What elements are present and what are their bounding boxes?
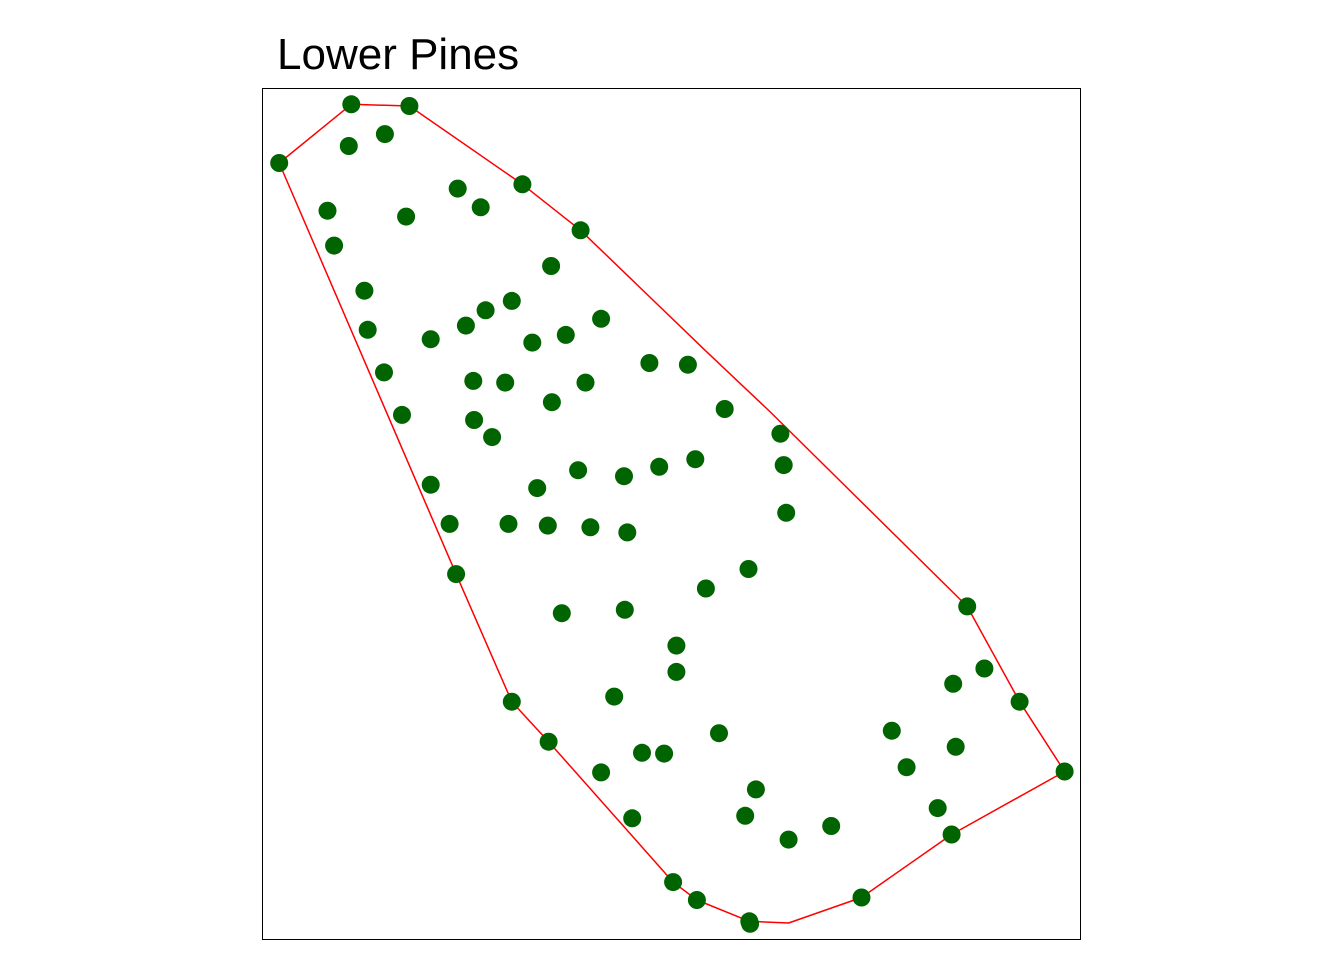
data-point-62 [710, 724, 728, 743]
data-point-35 [686, 450, 705, 469]
data-point-16 [456, 316, 475, 335]
data-point-39 [774, 456, 793, 475]
data-point-21 [592, 309, 611, 328]
data-point-49 [739, 560, 758, 578]
data-point-44 [618, 523, 637, 542]
data-point-56 [975, 659, 994, 678]
data-point-22 [523, 333, 542, 352]
data-point-11 [397, 207, 416, 226]
data-point-2 [400, 97, 419, 115]
data-point-53 [958, 597, 977, 616]
data-point-14 [502, 291, 521, 310]
plot-frame [262, 88, 1081, 940]
data-point-40 [421, 475, 440, 494]
data-point-46 [777, 503, 796, 522]
hull-outline [278, 103, 1066, 924]
data-point-24 [375, 363, 393, 382]
data-point-54 [667, 636, 686, 655]
data-point-28 [640, 354, 659, 372]
data-point-5 [375, 125, 394, 144]
data-point-33 [715, 400, 734, 418]
data-point-42 [440, 514, 459, 533]
data-point-51 [552, 604, 571, 623]
data-point-38 [569, 461, 588, 480]
data-point-8 [513, 175, 532, 194]
data-point-66 [946, 737, 965, 756]
data-point-77 [664, 873, 683, 892]
data-point-64 [655, 744, 674, 763]
data-point-27 [576, 373, 595, 392]
data-point-70 [746, 780, 765, 799]
data-point-12 [571, 221, 590, 240]
data-point-17 [355, 281, 374, 300]
data-point-75 [623, 809, 642, 828]
data-point-30 [465, 411, 484, 429]
data-point-25 [464, 371, 483, 390]
data-point-63 [539, 732, 558, 751]
data-point-47 [499, 514, 518, 533]
data-point-74 [779, 830, 798, 849]
data-point-37 [615, 467, 633, 486]
data-point-26 [496, 373, 515, 392]
data-point-23 [678, 355, 697, 374]
data-point-78 [687, 891, 706, 909]
data-point-10 [325, 236, 344, 255]
data-point-72 [736, 806, 755, 825]
data-point-43 [538, 516, 557, 535]
data-point-9 [318, 201, 337, 220]
data-point-15 [476, 301, 495, 320]
data-point-6 [448, 179, 467, 198]
data-point-4 [339, 137, 358, 155]
data-point-18 [358, 320, 377, 339]
data-point-3 [270, 154, 289, 172]
data-point-32 [483, 428, 502, 447]
data-point-58 [1010, 692, 1029, 711]
data-point-1 [342, 95, 361, 114]
data-point-65 [633, 743, 651, 762]
data-point-13 [542, 257, 561, 275]
data-point-19 [421, 330, 440, 349]
points-layer [270, 95, 1074, 933]
data-point-48 [447, 565, 466, 584]
data-point-61 [882, 721, 901, 740]
data-point-55 [667, 662, 686, 681]
data-point-52 [615, 600, 634, 619]
data-point-20 [556, 325, 575, 344]
data-point-69 [1055, 762, 1074, 781]
data-point-34 [771, 424, 790, 443]
data-point-36 [650, 457, 669, 476]
data-point-59 [502, 692, 521, 711]
data-point-50 [696, 579, 715, 598]
data-point-67 [897, 758, 916, 777]
data-point-79 [852, 888, 871, 907]
data-point-7 [471, 198, 490, 217]
data-point-41 [528, 479, 547, 498]
data-point-57 [944, 674, 963, 693]
data-point-60 [605, 687, 624, 706]
data-point-29 [393, 405, 411, 424]
data-point-71 [928, 799, 947, 818]
data-point-31 [542, 393, 561, 412]
chart-title: Lower Pines [277, 30, 520, 79]
data-point-73 [822, 817, 841, 835]
data-point-45 [581, 518, 600, 537]
data-point-81 [741, 914, 760, 933]
data-point-68 [592, 763, 611, 782]
data-point-76 [942, 825, 961, 844]
